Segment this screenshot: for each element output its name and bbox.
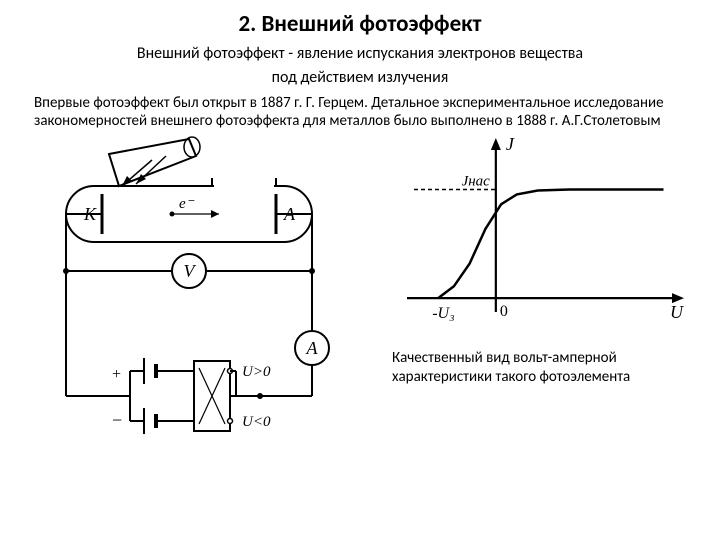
light-source xyxy=(109,137,200,186)
y-axis-label: J xyxy=(506,136,515,154)
voltmeter-label: V xyxy=(184,261,197,281)
iv-curve xyxy=(438,190,663,299)
axes xyxy=(407,138,684,312)
u-lt-label: U<0 xyxy=(242,414,271,430)
plus-label: + xyxy=(112,366,121,383)
x-axis-label: U xyxy=(670,302,684,322)
zero-label: 0 xyxy=(500,303,508,320)
polarity-switch xyxy=(194,361,233,431)
sat-label: Jнас xyxy=(462,174,491,190)
definition-line-1: Внешний фотоэффект - явление испускания … xyxy=(24,44,696,64)
slide: 2. Внешний фотоэффект Внешний фотоэффект… xyxy=(0,0,720,471)
iv-chart-svg: J U Jнас -U₃ 0 xyxy=(392,136,692,336)
electron-label: e⁻ xyxy=(179,196,195,212)
title: 2. Внешний фотоэффект xyxy=(24,10,696,38)
history-text: Впервые фотоэффект был открыт в 1887 г. … xyxy=(34,94,696,130)
circuit-svg: К А e⁻ xyxy=(24,136,384,466)
figures-row: К А e⁻ xyxy=(24,136,696,471)
definition-line-2: под действием излучения xyxy=(24,68,696,88)
electron-dot xyxy=(170,212,175,217)
minus-label: − xyxy=(112,410,122,430)
iv-chart-area: J U Jнас -U₃ 0 Качественный вид вольт-ам… xyxy=(384,136,696,387)
tube-window xyxy=(214,178,274,194)
chart-caption: Качественный вид вольт-амперной характер… xyxy=(392,349,696,387)
neg-u-label: -U₃ xyxy=(432,305,454,322)
u-gt-label: U>0 xyxy=(242,364,271,380)
ammeter-label: A xyxy=(306,338,319,358)
circuit-diagram: К А e⁻ xyxy=(24,136,384,471)
electron-arrowhead xyxy=(211,210,219,218)
